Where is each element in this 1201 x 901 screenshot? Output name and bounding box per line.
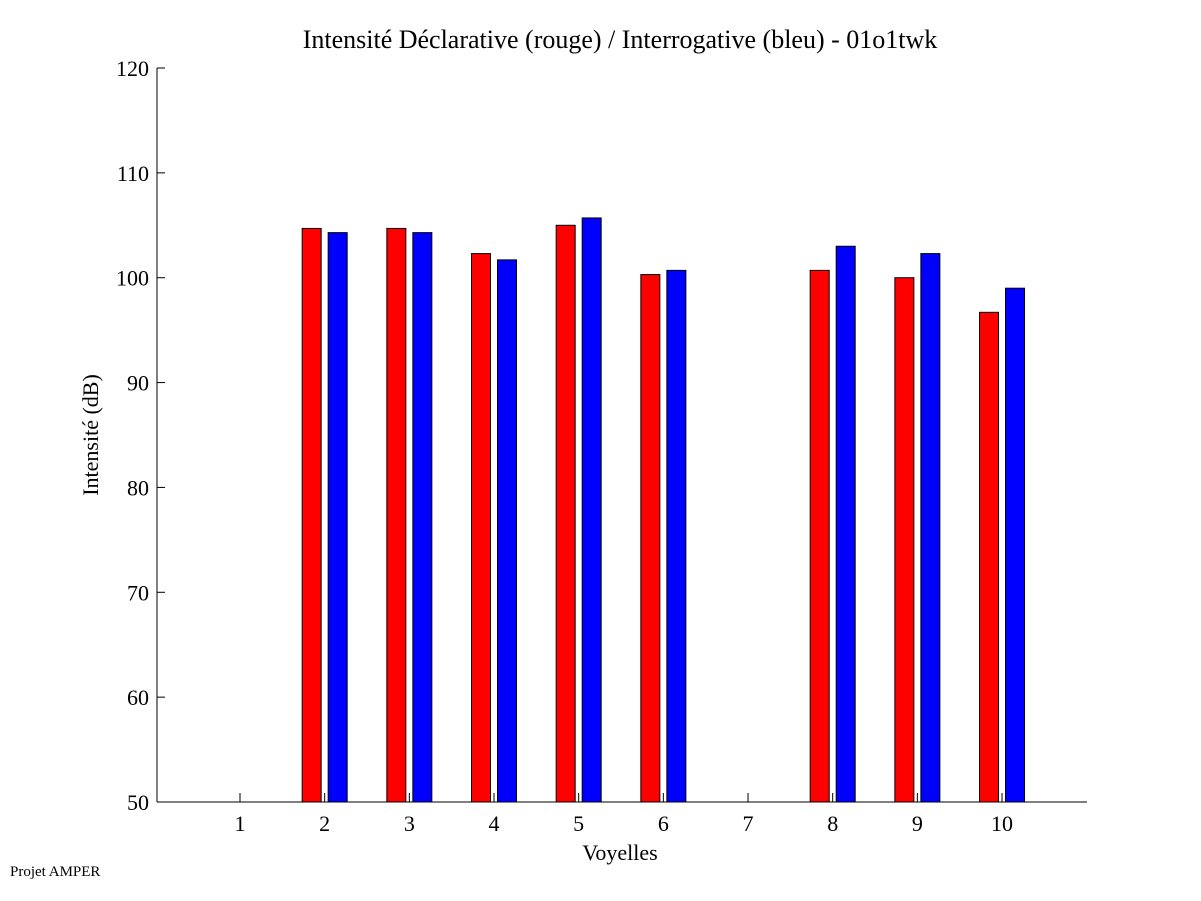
x-tick-label: 8 <box>827 811 838 836</box>
bar-declarative <box>894 277 915 803</box>
bar-interrogative <box>666 269 687 803</box>
bar-interrogative <box>835 245 856 803</box>
bar-declarative <box>301 227 322 803</box>
bar-interrogative <box>920 253 941 803</box>
chart-title: Intensité Déclarative (rouge) / Interrog… <box>303 25 938 54</box>
bar-declarative <box>386 227 407 803</box>
y-tick-label: 70 <box>127 580 149 605</box>
bar-interrogative <box>581 217 602 803</box>
y-tick-label: 120 <box>116 56 149 81</box>
bar-interrogative <box>1005 287 1026 803</box>
y-tick-label: 50 <box>127 790 149 815</box>
x-tick-label: 4 <box>489 811 500 836</box>
y-tick-label: 100 <box>116 266 149 291</box>
x-tick-label: 2 <box>319 811 330 836</box>
x-tick-label: 9 <box>912 811 923 836</box>
bar-declarative <box>979 311 1000 803</box>
x-tick-label: 10 <box>991 811 1013 836</box>
bar-declarative <box>471 253 492 803</box>
x-tick-label: 1 <box>235 811 246 836</box>
y-tick-label: 80 <box>127 475 149 500</box>
x-tick-label: 3 <box>404 811 415 836</box>
bar-declarative <box>640 274 661 803</box>
footer-label: Projet AMPER <box>10 864 101 880</box>
y-axis-label: Intensité (dB) <box>78 374 103 496</box>
bar-interrogative <box>497 259 518 803</box>
x-axis-label: Voyelles <box>582 840 657 865</box>
y-tick-label: 60 <box>127 685 149 710</box>
x-tick-label: 6 <box>658 811 669 836</box>
bar-interrogative <box>412 232 433 803</box>
y-tick-label: 90 <box>127 371 149 396</box>
axes: 50 60 70 80 90 100 110 120 1 2 3 4 5 6 7 8 9 10 <box>116 56 1087 836</box>
x-tick-label: 7 <box>743 811 754 836</box>
bar-declarative <box>809 269 830 803</box>
bar-declarative <box>555 224 576 803</box>
x-tick-label: 5 <box>573 811 584 836</box>
bars <box>301 217 1026 803</box>
y-tick-label: 110 <box>117 161 149 186</box>
bar-interrogative <box>327 232 348 803</box>
